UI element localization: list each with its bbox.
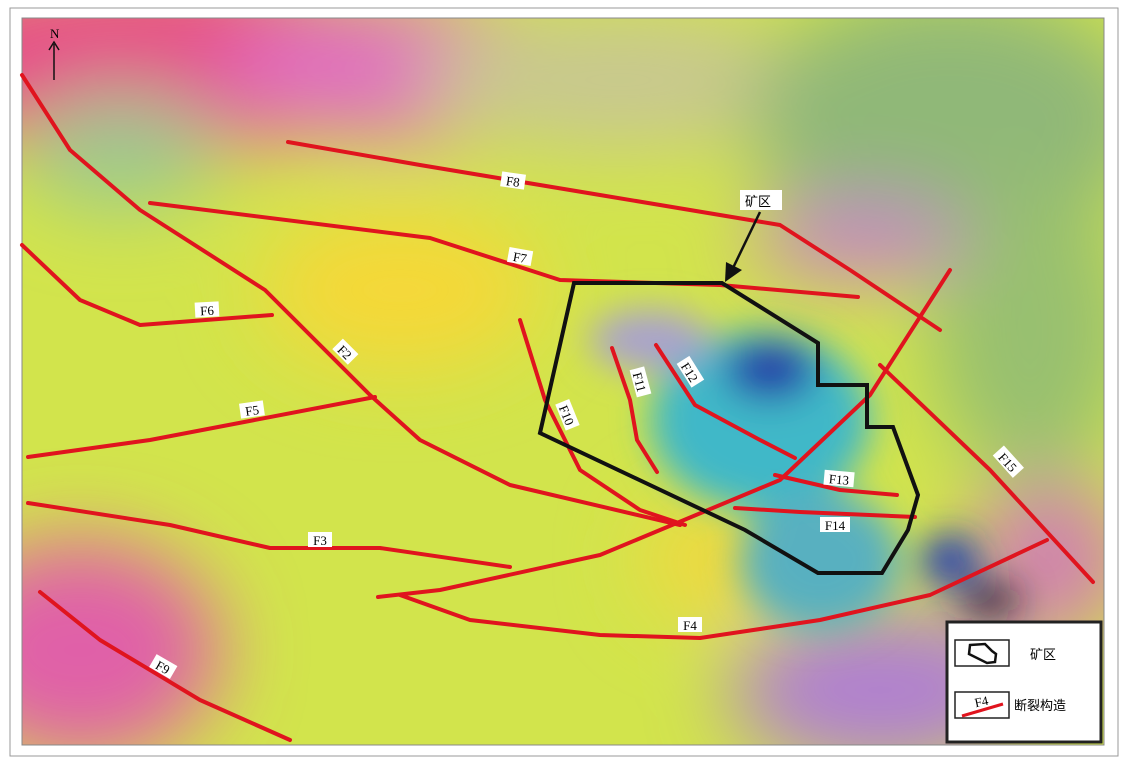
mine-area-label: 矿区 — [745, 194, 771, 209]
fault-f10 — [518, 318, 687, 527]
fault-f6 — [20, 243, 274, 327]
fault-f2 — [20, 73, 682, 527]
fault-f8 — [286, 140, 942, 332]
fault-f4 — [398, 538, 1049, 640]
fault-f4-upper — [376, 268, 952, 599]
fault-line-symbol-icon — [961, 702, 1004, 718]
legend-label: 矿区 — [1030, 647, 1056, 662]
fault-label: F6 — [200, 303, 215, 319]
fault-f9 — [38, 590, 292, 742]
legend: 矿区 F4 断裂构造 — [945, 620, 1103, 744]
mine-area-boundary — [537, 281, 921, 575]
fault-label: F14 — [825, 518, 846, 533]
fault-label: F7 — [512, 249, 529, 266]
fault-label: F11 — [630, 371, 650, 394]
fault-label: F3 — [313, 533, 327, 548]
fault-label: F8 — [505, 173, 521, 190]
legend-item-mine-area: 矿区 — [954, 639, 1056, 667]
north-arrow-icon: N — [48, 26, 60, 80]
legend-label: 断裂构造 — [1014, 698, 1066, 713]
arrow-icon — [725, 262, 742, 282]
fault-label: F13 — [828, 471, 849, 488]
fault-label: F10 — [556, 403, 577, 427]
fault-label: F9 — [153, 658, 172, 678]
fault-label: F5 — [244, 402, 260, 419]
mine-area-callout: 矿区 — [725, 190, 782, 282]
fault-f7 — [148, 201, 860, 299]
fault-f3 — [26, 501, 512, 569]
fault-f14 — [733, 506, 917, 519]
fault-label: F4 — [683, 618, 697, 633]
fault-f15 — [878, 363, 1095, 584]
legend-sample-label: F4 — [973, 693, 990, 711]
fault-f12 — [654, 343, 797, 460]
mine-boundary-symbol-icon — [967, 642, 998, 665]
fault-f13 — [773, 473, 899, 497]
north-label: N — [50, 26, 60, 41]
fault-f11 — [610, 346, 659, 474]
legend-item-fault: F4 断裂构造 — [954, 691, 1066, 719]
fault-f5 — [26, 395, 377, 459]
fault-lines — [20, 73, 1095, 742]
